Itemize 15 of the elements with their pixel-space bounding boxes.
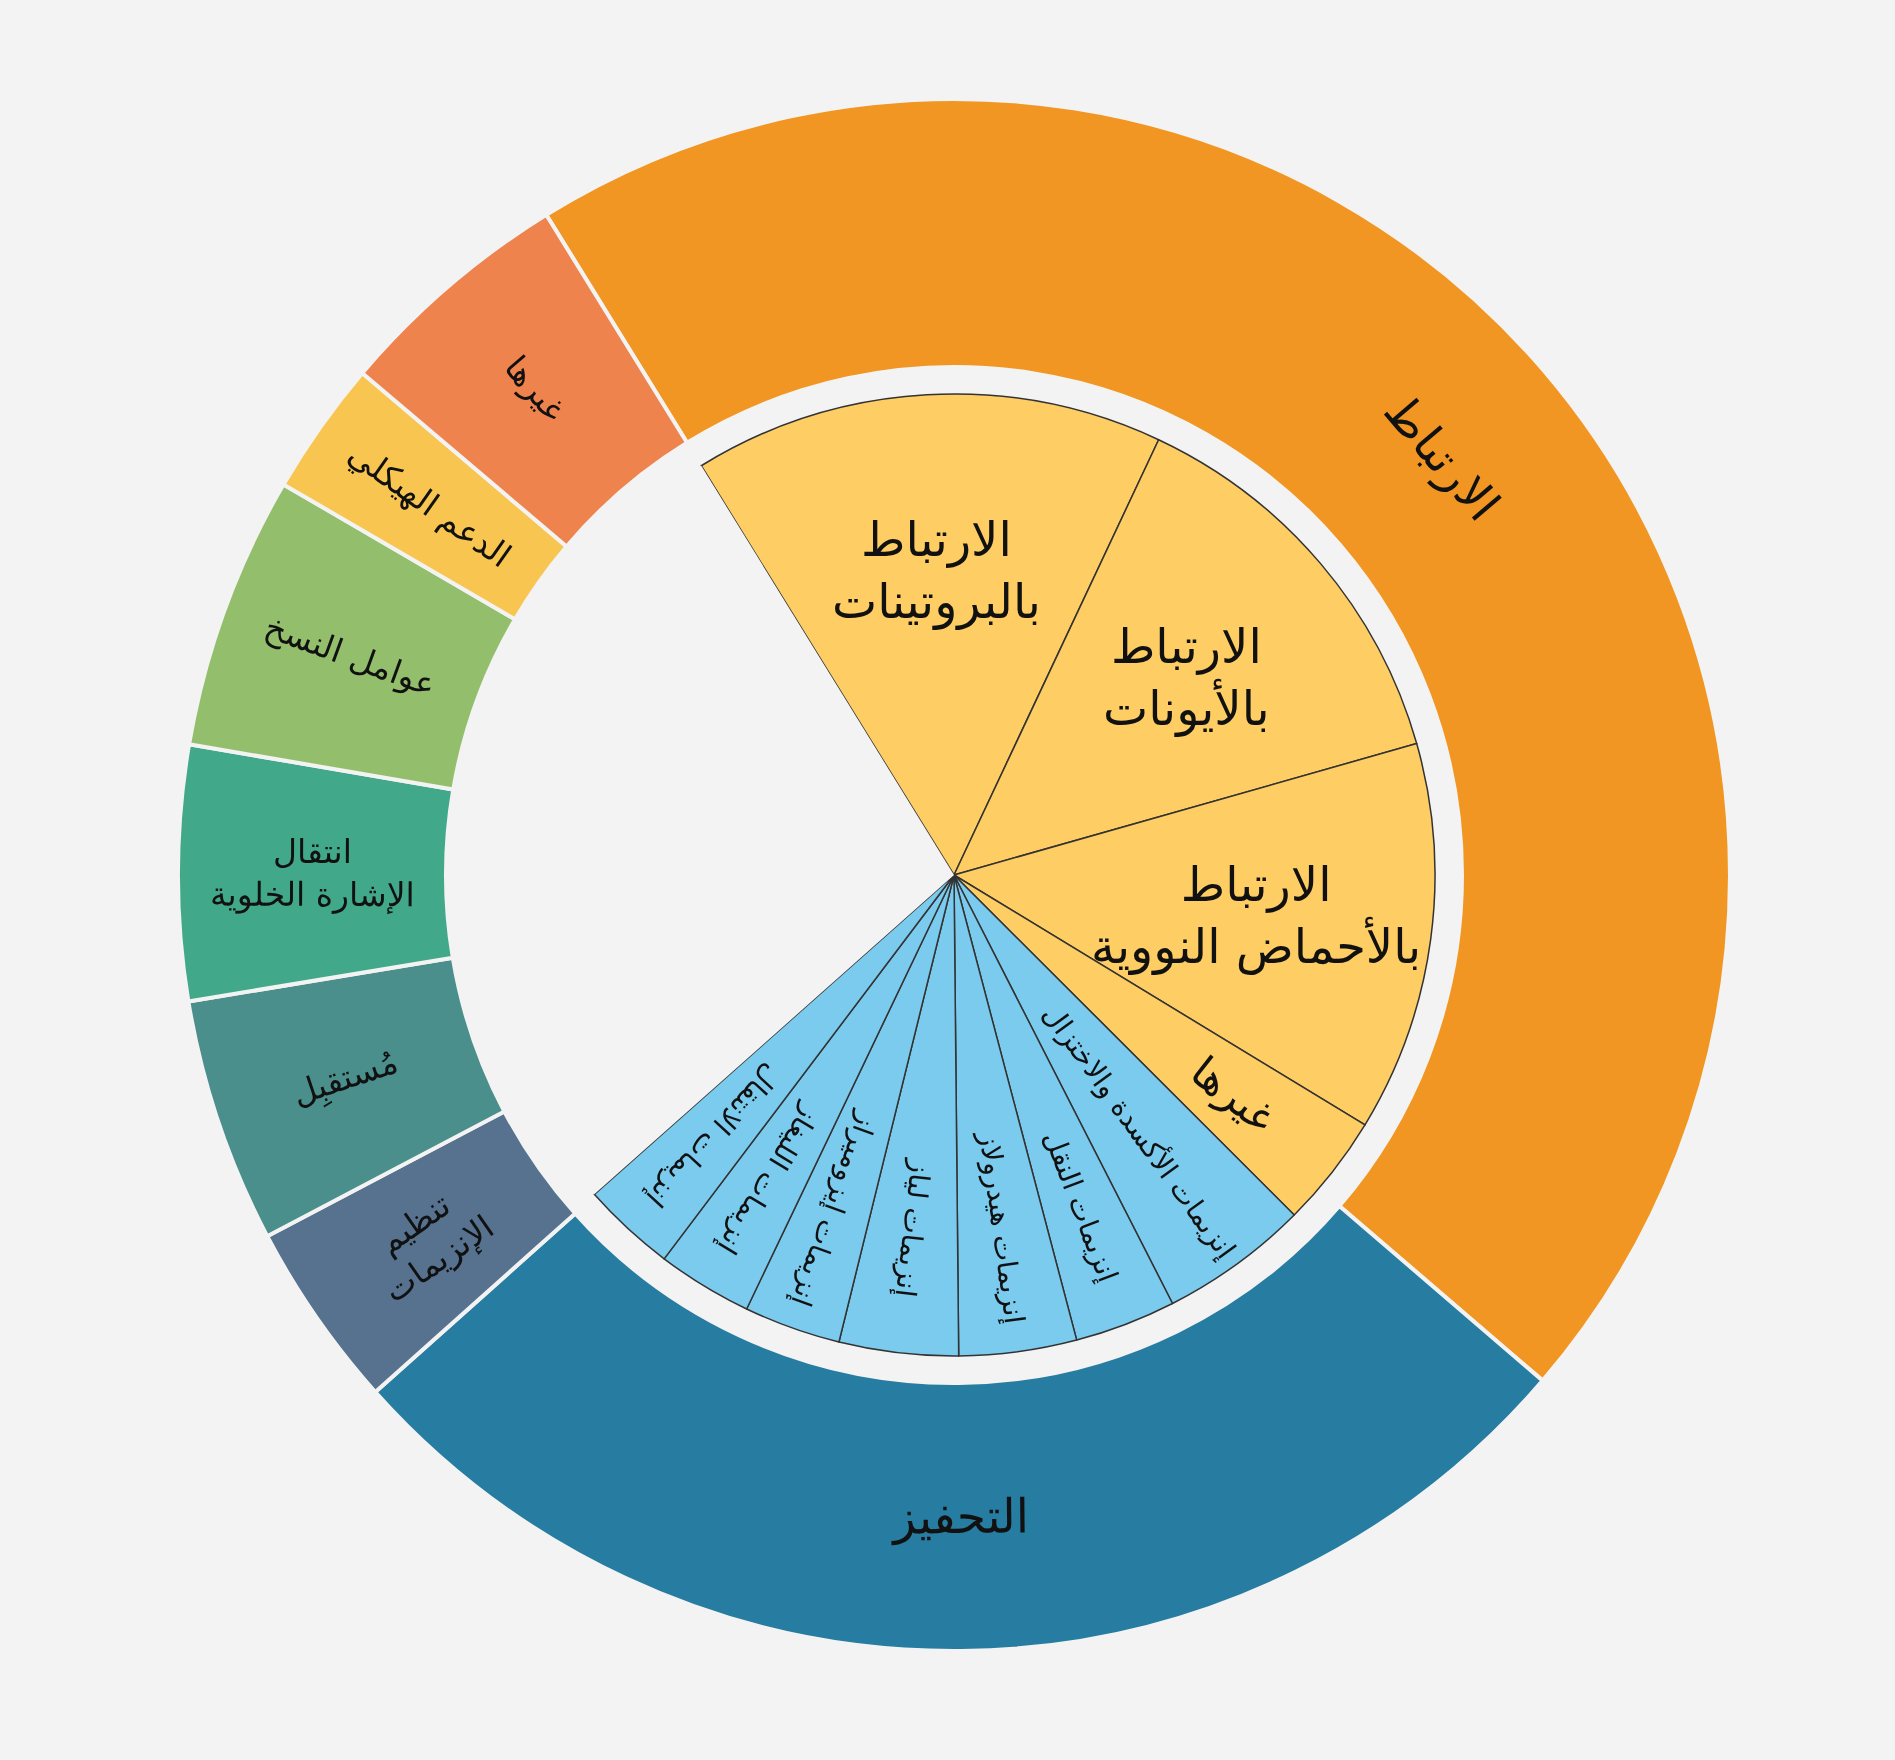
slice-label: الارتباط بالأحماض النووية xyxy=(1091,856,1422,976)
slice-label: عوامل النسخ xyxy=(259,606,442,705)
slice-label: إنزيمات النقل xyxy=(1036,1126,1125,1287)
slice-label: التحفيز xyxy=(890,1488,1030,1546)
slice-label: الارتباط بالأيونات xyxy=(1103,618,1270,738)
slice-label: تنظيم الإنزيمات xyxy=(370,1185,501,1311)
slice-label: الارتباط بالبروتينات xyxy=(832,511,1041,631)
slice-label: الارتباط xyxy=(1373,383,1512,532)
slice-label: مُستقبِل xyxy=(287,1041,404,1116)
slice-label: الدعم الهيكلي xyxy=(341,433,519,576)
slice-label: إنزيمات هيدرولاز xyxy=(972,1128,1032,1326)
slice-label: غيرها xyxy=(496,348,574,429)
slice-label: انتقال الإشارة الخلوية xyxy=(209,831,415,915)
slice-label: غيرها xyxy=(1181,1046,1285,1143)
slice-label: إنزيمات لياز xyxy=(888,1156,938,1299)
